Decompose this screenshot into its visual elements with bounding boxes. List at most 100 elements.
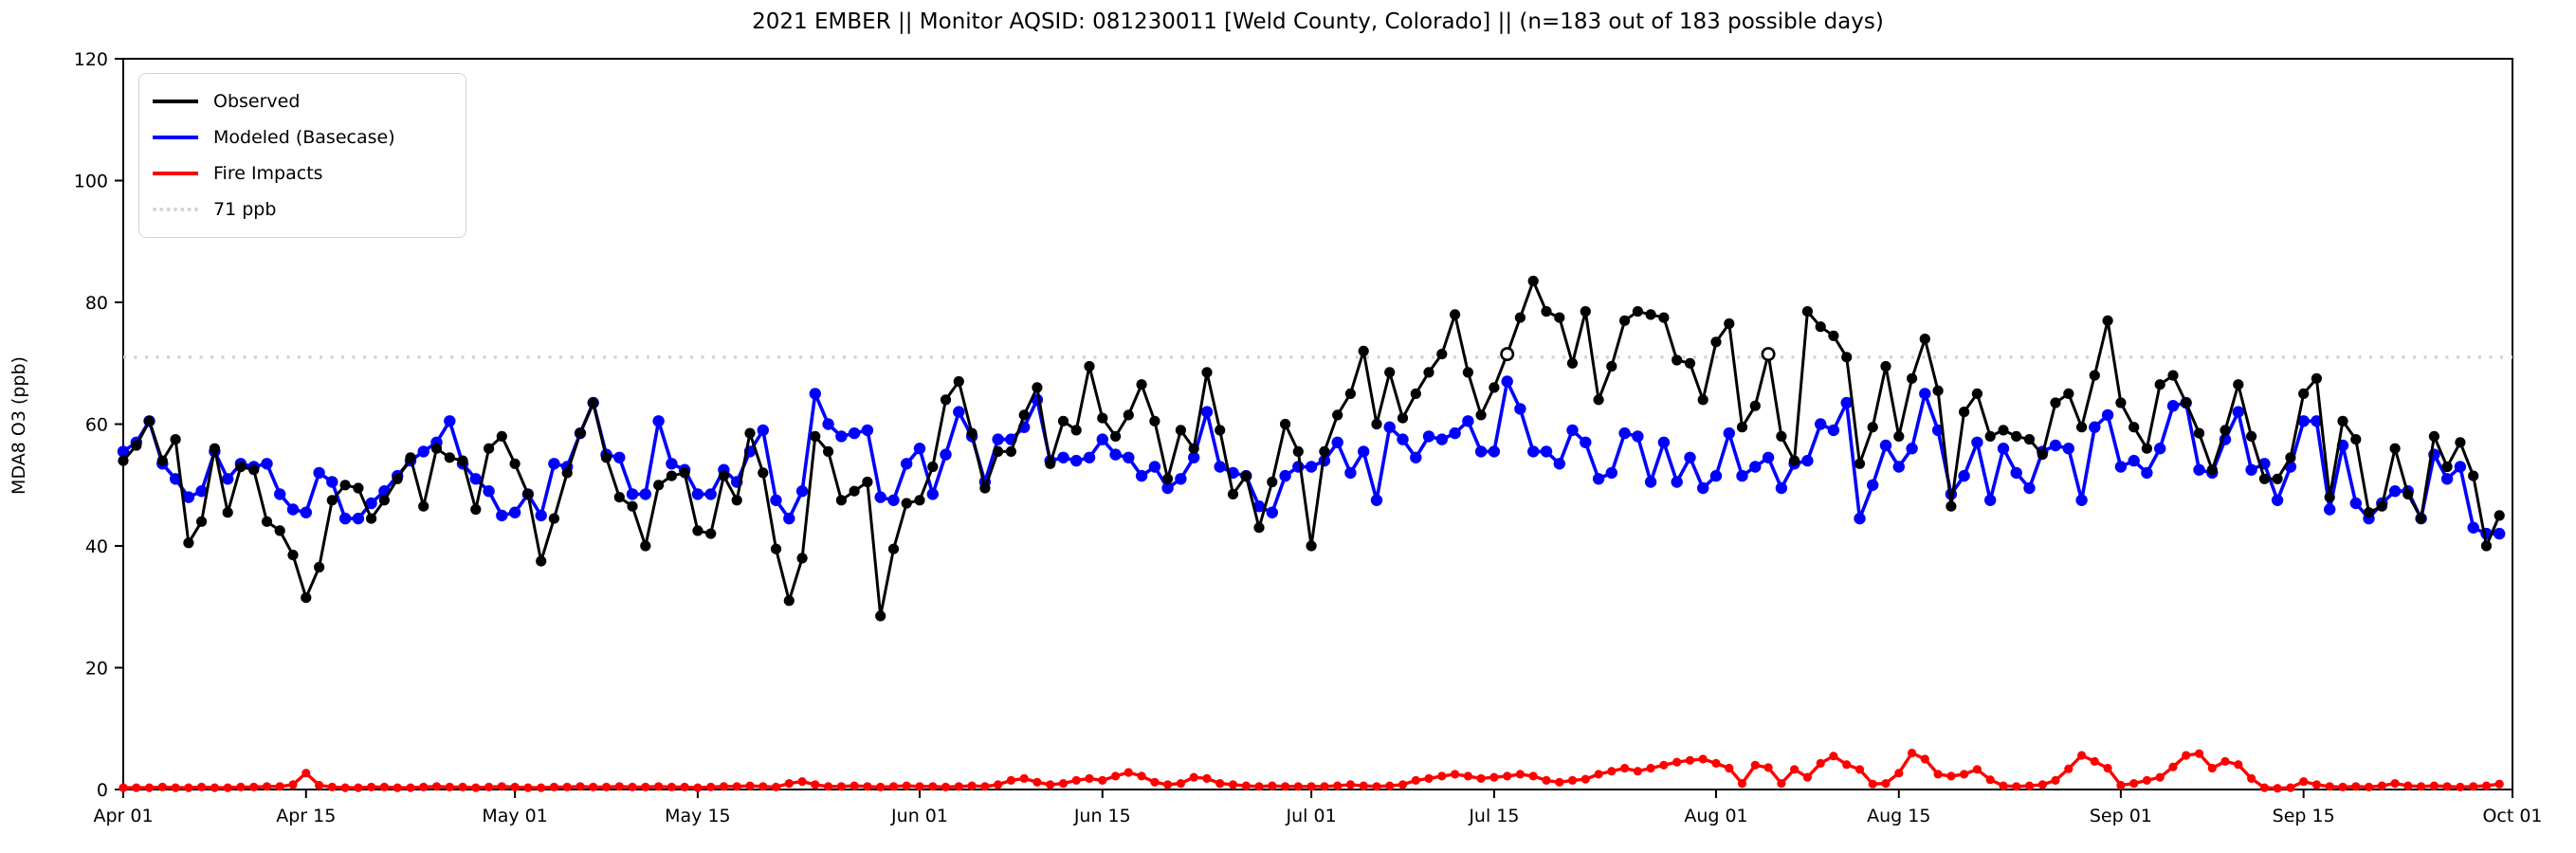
data-point <box>209 443 220 454</box>
data-point <box>2467 521 2479 534</box>
data-point <box>2234 760 2243 770</box>
data-point <box>1972 765 1982 774</box>
data-point <box>2351 782 2361 791</box>
data-point <box>927 461 939 473</box>
data-point <box>2064 764 2074 773</box>
data-point <box>1398 780 1408 789</box>
data-point <box>2456 782 2465 792</box>
data-point <box>1554 312 1565 323</box>
data-point <box>171 783 180 792</box>
data-point <box>1697 394 1708 406</box>
data-point <box>1372 782 1381 791</box>
y-tick-label: 80 <box>85 293 108 314</box>
axes: 0 20 40 60 80 100 120 Apr 01 Apr 15 May 01 May 15 J… <box>74 49 2543 826</box>
data-point <box>483 485 495 498</box>
data-point <box>548 513 560 524</box>
data-point <box>210 783 219 792</box>
data-point <box>2220 425 2231 436</box>
data-point <box>471 783 481 792</box>
data-point <box>483 443 495 454</box>
data-point <box>901 498 912 509</box>
data-point <box>1542 775 1551 786</box>
data-point <box>2155 772 2165 782</box>
data-point <box>2115 397 2127 408</box>
data-point <box>1358 345 1369 356</box>
data-point <box>1958 469 1970 482</box>
data-point <box>1515 770 1525 779</box>
data-point <box>1867 479 1879 491</box>
data-point <box>1071 775 1081 786</box>
data-point <box>1540 445 1553 458</box>
data-point <box>2167 370 2179 381</box>
data-point <box>1684 357 1696 369</box>
x-tick-label: Apr 01 <box>93 806 153 826</box>
data-point <box>1150 777 1160 787</box>
data-point <box>797 777 807 787</box>
data-point <box>1724 318 1735 330</box>
legend-sample-modeled-basecase <box>153 136 198 139</box>
data-point <box>2024 781 2035 790</box>
data-point <box>641 782 650 792</box>
data-point <box>366 513 377 524</box>
data-point <box>1344 466 1357 480</box>
data-point <box>2469 782 2478 791</box>
data-point <box>1384 367 1396 378</box>
x-tick-label: May 15 <box>665 806 731 826</box>
chart-title: 2021 EMBER || Monitor AQSID: 081230011 [… <box>752 9 1884 34</box>
data-point <box>691 488 704 500</box>
data-point <box>887 494 900 506</box>
data-point <box>1163 780 1173 789</box>
data-point <box>1854 458 1866 469</box>
data-point <box>261 458 273 470</box>
data-point <box>1709 469 1723 482</box>
data-point <box>1816 758 1825 769</box>
data-point <box>1241 781 1251 790</box>
data-point <box>2207 763 2217 773</box>
data-point <box>2233 379 2244 390</box>
x-tick-label: Apr 15 <box>276 806 336 826</box>
data-point <box>444 415 456 427</box>
data-point <box>2311 372 2322 384</box>
data-point <box>338 512 352 525</box>
data-point <box>2494 510 2505 521</box>
data-point <box>1085 773 1094 784</box>
data-point <box>601 782 612 792</box>
data-point <box>354 783 363 792</box>
data-point <box>1110 430 1122 442</box>
data-point <box>1618 426 1631 440</box>
data-point <box>417 445 429 458</box>
data-point <box>652 415 665 427</box>
data-point <box>1685 755 1695 765</box>
data-point <box>2049 439 2062 452</box>
data-point <box>875 610 886 622</box>
data-point <box>2376 500 2387 512</box>
data-point <box>509 458 521 469</box>
data-point <box>1411 775 1420 786</box>
y-tick-label: 60 <box>85 415 108 436</box>
data-point <box>119 783 128 792</box>
data-point <box>1424 773 1434 784</box>
data-point <box>262 782 272 791</box>
data-point <box>915 782 924 791</box>
data-point <box>1345 780 1355 789</box>
data-point <box>536 555 547 567</box>
data-point <box>1019 773 1029 784</box>
data-point <box>1252 500 1266 513</box>
data-point <box>2089 370 2100 381</box>
data-point <box>1946 500 1957 512</box>
data-point <box>679 467 690 479</box>
data-point <box>835 495 848 506</box>
data-point <box>1933 770 1943 779</box>
data-point <box>367 782 376 792</box>
data-point <box>2350 434 2362 445</box>
data-point <box>1567 775 1578 786</box>
data-point <box>1423 367 1434 378</box>
data-point <box>315 780 324 790</box>
data-point <box>1358 445 1370 458</box>
data-point <box>1240 470 1251 481</box>
data-point <box>2324 503 2336 516</box>
data-point <box>1123 451 1135 463</box>
x-tick-label: May 01 <box>482 806 548 826</box>
data-point <box>1932 385 1944 396</box>
data-point <box>1541 306 1552 318</box>
